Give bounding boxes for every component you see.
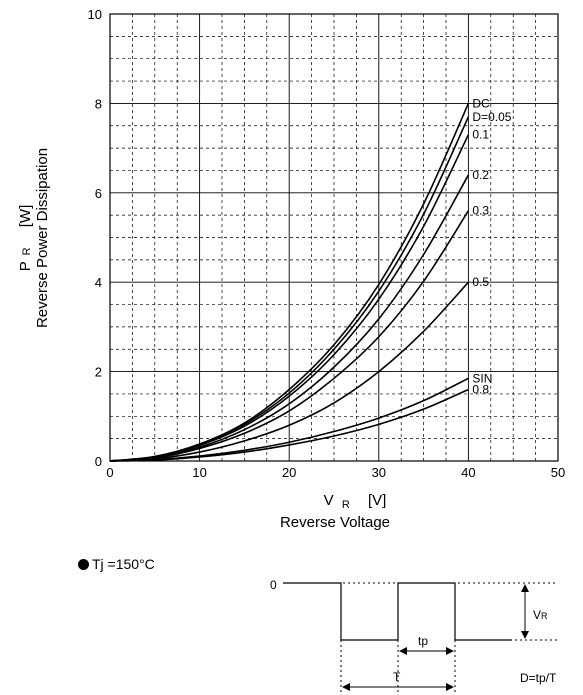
x-tick-label: 40 — [461, 465, 475, 480]
y-tick-label: 4 — [95, 275, 102, 290]
junction-temp-condition: Tj =150°C — [78, 556, 155, 572]
x-axis-name: Reverse Voltage — [280, 514, 390, 531]
series-label: 0.2 — [472, 168, 489, 182]
power-dissipation-chart: 0 10 20 30 40 50 0 2 4 6 8 10 DCD=0.05 0.1 0.2 0.3 0.5… — [17, 7, 565, 531]
series-label: 0.8 — [472, 382, 489, 396]
x-axis-unit: [V] — [368, 492, 386, 509]
vr-label: VR — [533, 608, 548, 622]
x-tick-label: 20 — [282, 465, 296, 480]
series-line — [109, 281, 469, 462]
series-line — [109, 210, 470, 462]
period-label: T — [393, 670, 401, 684]
series-label: 0.1 — [472, 128, 489, 142]
series-label: DC — [472, 96, 490, 110]
x-axis-subscript: R — [342, 499, 350, 511]
y-axis-unit: [W] — [17, 205, 34, 228]
series-label: 0.3 — [472, 204, 489, 218]
x-tick-label: 10 — [192, 465, 206, 480]
y-tick-label: 0 — [95, 454, 102, 469]
y-axis-symbol: P — [17, 261, 34, 271]
x-tick-label: 0 — [106, 465, 113, 480]
y-tick-label: 8 — [95, 96, 102, 111]
x-tick-labels: 0 10 20 30 40 50 — [106, 465, 565, 480]
y-axis-subscript: R — [21, 247, 33, 255]
tp-label: tp — [418, 634, 428, 648]
waveform-zero-label: 0 — [270, 578, 277, 592]
x-tick-label: 30 — [372, 465, 386, 480]
y-axis-name: Reverse Power Dissipation — [34, 148, 51, 328]
x-tick-label: 50 — [551, 465, 565, 480]
x-axis-title: V R [V] — [324, 492, 387, 512]
y-axis-title: P R [W] — [17, 205, 34, 272]
pulse-waveform — [283, 582, 512, 641]
condition-text: Tj =150°C — [92, 556, 155, 572]
minor-grid — [110, 14, 558, 461]
duty-formula: D=tp/T — [520, 671, 557, 685]
x-axis-symbol: V — [324, 492, 334, 509]
series-line — [109, 134, 470, 462]
y-tick-labels: 0 2 4 6 8 10 — [88, 7, 102, 469]
y-tick-label: 10 — [88, 7, 102, 22]
y-tick-label: 6 — [95, 186, 102, 201]
series-label: 0.5 — [472, 275, 489, 289]
bullet-icon — [78, 559, 89, 570]
series-label: D=0.05 — [472, 110, 511, 124]
y-axis-name-group: Reverse Power Dissipation — [34, 148, 51, 328]
series-lines — [109, 103, 470, 462]
series-line — [109, 388, 469, 462]
svg-text:P R [W]: P R [W] — [17, 205, 34, 272]
y-tick-label: 2 — [95, 365, 102, 380]
series-label: SIN — [472, 371, 492, 385]
plot-frame — [109, 13, 559, 462]
